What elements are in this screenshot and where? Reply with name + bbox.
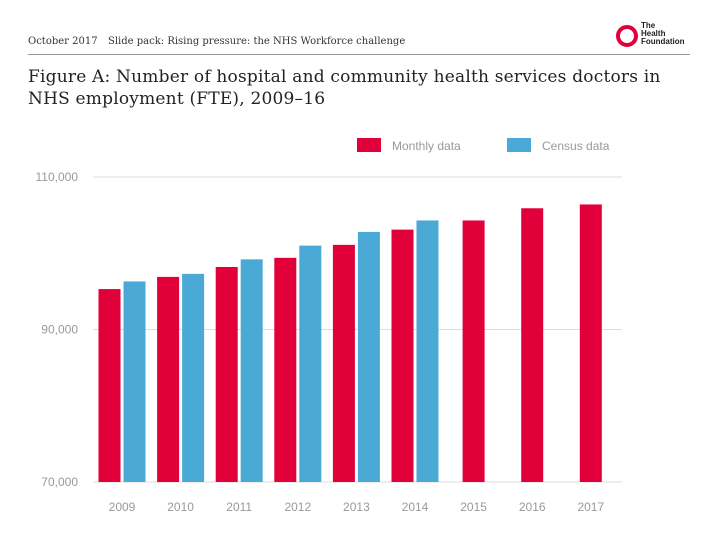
bar-monthly (579, 204, 602, 482)
figure-title: Figure A: Number of hospital and communi… (28, 67, 661, 109)
x-tick-label: 2014 (402, 500, 429, 514)
bar-monthly (157, 276, 180, 482)
x-tick-label: 2016 (519, 500, 546, 514)
x-tick-label: 2010 (167, 500, 194, 514)
bar-monthly (274, 257, 297, 482)
bar-monthly (521, 208, 544, 482)
x-tick-label: 2009 (109, 500, 136, 514)
legend-swatch-census (507, 138, 531, 152)
bar-monthly (98, 289, 121, 482)
legend-label: Census data (542, 139, 610, 153)
bar-census (240, 259, 263, 482)
y-tick-label: 70,000 (41, 475, 78, 489)
x-tick-label: 2015 (460, 500, 487, 514)
bar-census (123, 281, 146, 482)
logo-line: Foundation (641, 37, 685, 46)
slide-header: October 2017 Slide pack: Rising pressure… (0, 0, 720, 56)
header-divider (28, 54, 690, 55)
x-tick-label: 2013 (343, 500, 370, 514)
legend-label: Monthly data (392, 139, 461, 153)
bar-monthly (332, 244, 355, 482)
header-title: Slide pack: Rising pressure: the NHS Wor… (108, 36, 406, 47)
logo-ring-icon (616, 25, 638, 47)
legend-swatch-monthly (357, 138, 381, 152)
x-tick-label: 2011 (226, 500, 252, 514)
bar-census (416, 220, 439, 482)
x-tick-label: 2012 (284, 500, 311, 514)
y-tick-label: 110,000 (36, 170, 79, 184)
bar-monthly (215, 266, 238, 482)
bar-census (182, 273, 205, 482)
health-foundation-logo: The Health Foundation (616, 22, 696, 52)
bar-monthly (391, 229, 414, 482)
bar-monthly (462, 220, 485, 482)
x-tick-label: 2017 (577, 500, 604, 514)
header-date: October 2017 (28, 36, 98, 47)
bar-census (357, 231, 380, 482)
bar-census (299, 245, 322, 482)
y-tick-label: 90,000 (41, 323, 78, 337)
logo-line: The (641, 21, 656, 30)
logo-text: The Health Foundation (641, 22, 685, 46)
logo-line: Health (641, 29, 666, 38)
